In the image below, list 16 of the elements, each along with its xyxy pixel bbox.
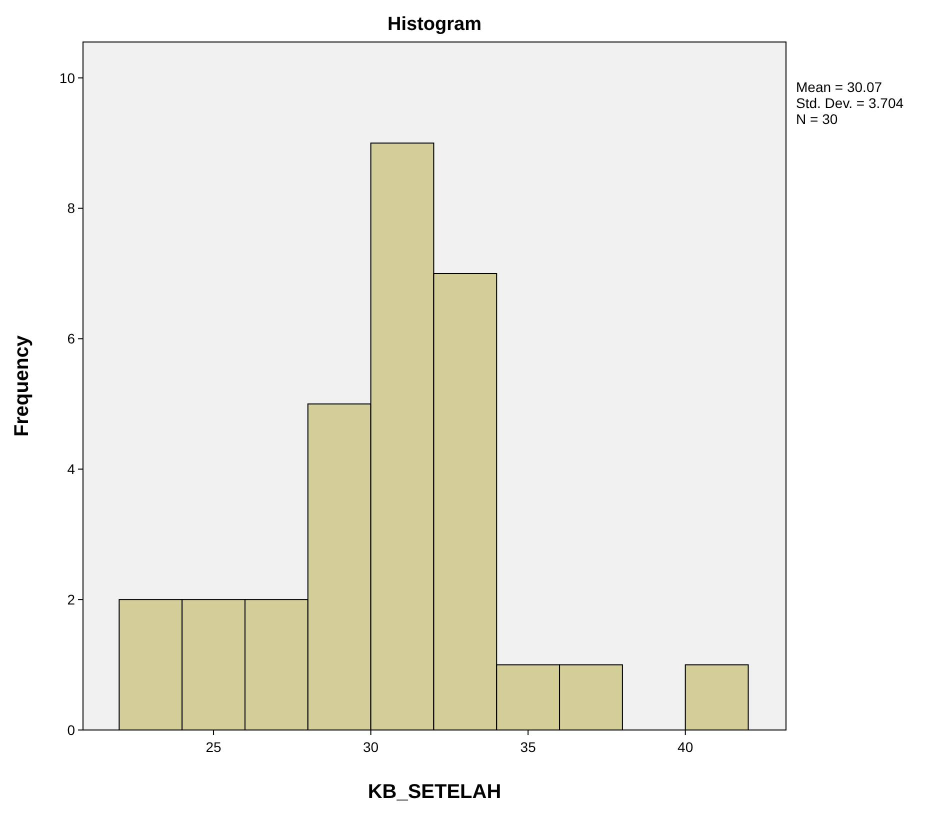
- x-tick-label: 25: [206, 739, 222, 755]
- y-tick-label: 0: [67, 722, 76, 738]
- x-tick-label: 40: [678, 739, 694, 755]
- y-tick-label: 4: [67, 461, 76, 478]
- chart-title: Histogram: [388, 14, 482, 35]
- x-axis-title: KB_SETELAH: [368, 781, 502, 803]
- y-tick-label: 8: [67, 200, 76, 216]
- x-tick-label: 35: [520, 739, 536, 755]
- text: Mean = 30.07: [796, 79, 882, 95]
- y-tick-label: 2: [67, 591, 76, 608]
- y-tick-label: 6: [67, 330, 76, 347]
- y-tick-label: 10: [59, 70, 76, 86]
- text: Std. Dev. = 3.704: [796, 95, 904, 111]
- x-tick-label: 30: [363, 739, 379, 755]
- text: N = 30: [796, 111, 838, 127]
- y-axis-title: Frequency: [11, 334, 33, 437]
